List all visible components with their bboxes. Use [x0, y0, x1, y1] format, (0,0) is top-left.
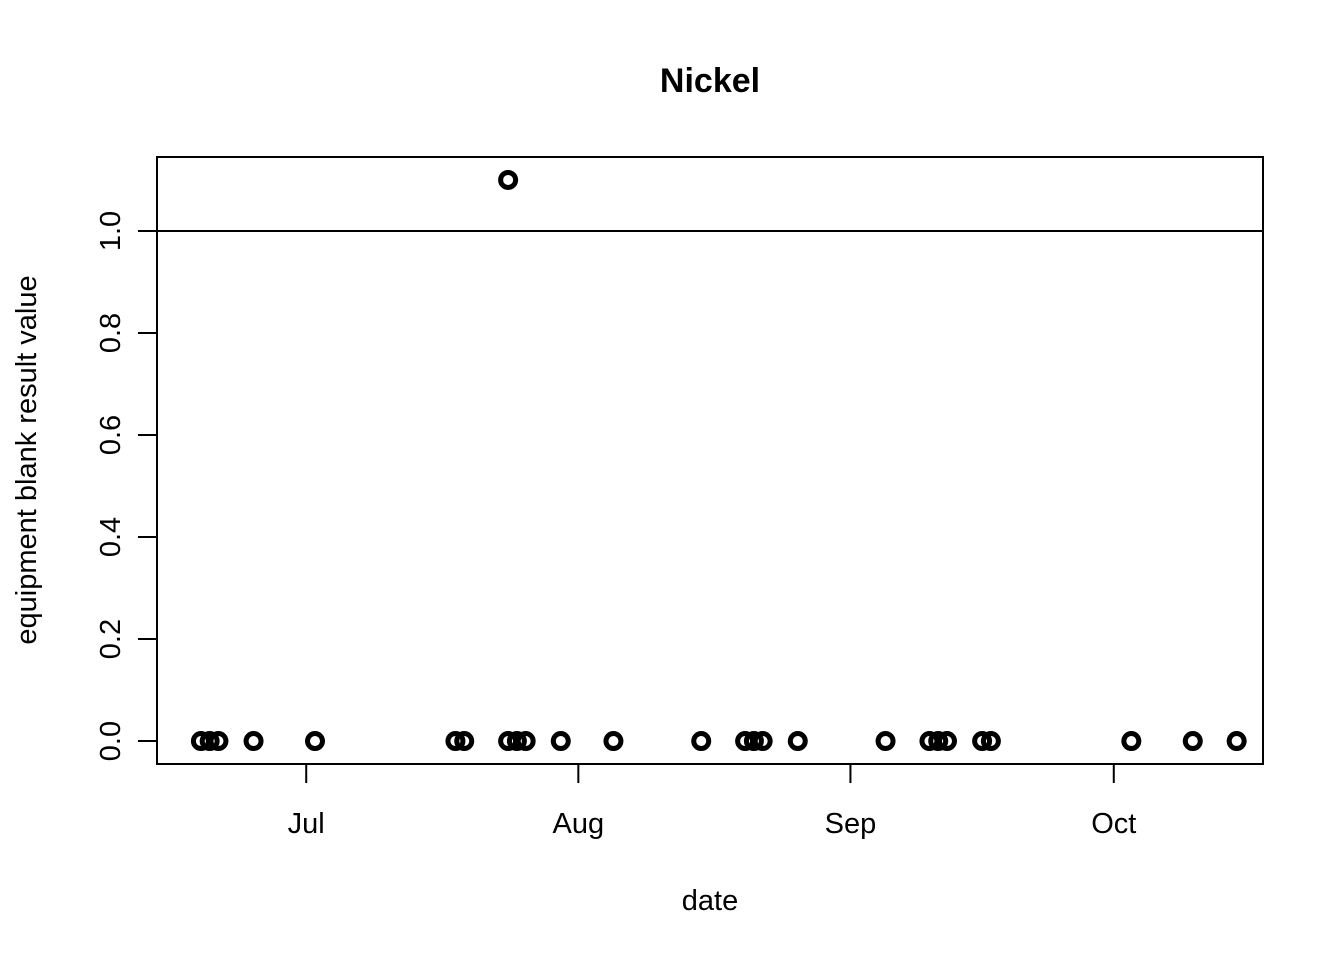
- data-point: [550, 731, 571, 752]
- data-point: [691, 731, 712, 752]
- data-point: [498, 731, 519, 752]
- y-tick-label: 0.8: [95, 313, 127, 353]
- y-tick-label: 0.4: [95, 517, 127, 557]
- x-axis-label: date: [682, 885, 738, 917]
- data-point: [1226, 731, 1247, 752]
- data-points: [190, 169, 1247, 752]
- plot-frame: [156, 156, 1264, 765]
- data-point: [305, 731, 325, 752]
- data-point: [928, 731, 949, 752]
- x-tick-label: Oct: [1091, 808, 1136, 840]
- data-point: [875, 731, 896, 752]
- x-axis: Jul Aug Sep Oct: [288, 764, 1136, 840]
- x-tick-label: Sep: [825, 808, 877, 840]
- data-point: [199, 731, 220, 752]
- x-tick-label: Aug: [553, 808, 605, 840]
- data-point: [972, 731, 993, 752]
- data-point: [498, 169, 519, 190]
- data-point: [787, 731, 808, 752]
- data-point: [919, 731, 940, 752]
- data-point: [515, 731, 536, 752]
- data-point: [743, 731, 764, 752]
- data-point: [603, 731, 624, 752]
- data-point: [752, 731, 773, 752]
- data-point: [454, 731, 475, 752]
- data-point: [506, 731, 527, 752]
- y-tick-label: 0.2: [95, 619, 127, 659]
- data-point: [1121, 731, 1142, 752]
- chart-title: Nickel: [660, 62, 760, 100]
- data-point: [445, 731, 466, 752]
- data-point: [735, 731, 756, 752]
- data-point: [243, 731, 264, 752]
- y-axis: 0.0 0.2 0.4 0.6 0.8 1.0: [95, 211, 157, 761]
- data-point: [208, 731, 229, 752]
- x-tick-label: Jul: [288, 808, 325, 840]
- y-tick-label: 0.6: [95, 415, 127, 455]
- y-axis-label: equipment blank result value: [11, 275, 43, 644]
- y-tick-label: 1.0: [95, 211, 127, 251]
- data-point: [1182, 731, 1203, 752]
- data-point: [190, 731, 211, 752]
- data-point: [937, 731, 957, 752]
- data-point: [980, 731, 1001, 752]
- y-tick-label: 0.0: [95, 721, 127, 761]
